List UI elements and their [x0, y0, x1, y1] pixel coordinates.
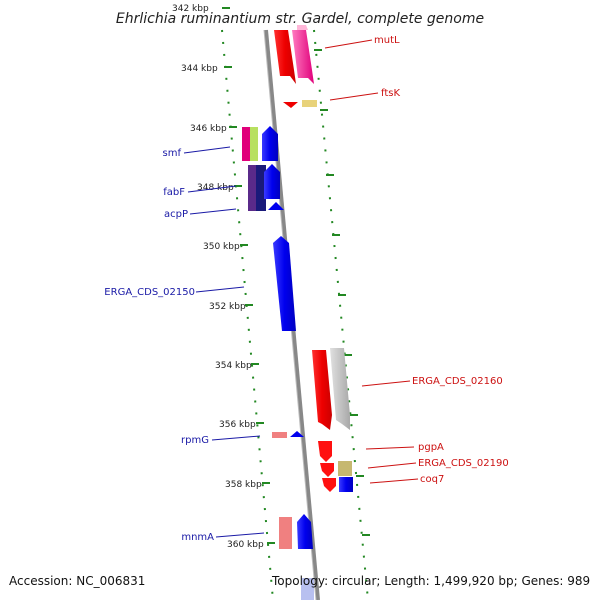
major-ticks [222, 7, 275, 544]
kbp-labels: 342 kbp 344 kbp 346 kbp 348 kbp 350 kbp … [172, 4, 264, 550]
feature-pgpA[interactable] [318, 441, 332, 462]
feature-acpP[interactable] [268, 202, 284, 210]
tick-label-344: 344 kbp [181, 64, 218, 74]
feature-mnmA-b[interactable] [279, 517, 292, 549]
feature-fabF[interactable] [256, 165, 266, 211]
topology-text: Topology: circular; Length: 1,499,920 bp… [272, 574, 591, 588]
reverse-strand-features [274, 25, 353, 549]
feature-rpmG-b[interactable] [290, 431, 304, 437]
gene-label-coq7[interactable]: coq7 [420, 474, 444, 485]
feature-coq7-a[interactable] [322, 478, 336, 492]
feature-ERGA_CDS_02150[interactable] [273, 236, 296, 331]
map-title: Ehrlichia ruminantium str. Gardel, compl… [116, 11, 484, 27]
callout-lines [183, 39, 419, 538]
feature-fabF-a[interactable] [248, 165, 256, 211]
feature-ftsK-a[interactable] [283, 102, 298, 108]
gene-label-pgpA[interactable]: pgpA [418, 442, 444, 453]
tick-label-350: 350 kbp [203, 242, 240, 252]
feature-ERGA_CDS_02160-a[interactable] [312, 350, 332, 430]
feature-smf-a[interactable] [242, 127, 250, 161]
tick-label-360: 360 kbp [227, 540, 264, 550]
feature-rpmG[interactable] [272, 432, 287, 438]
feature-mnmA[interactable] [297, 514, 313, 549]
tick-label-352: 352 kbp [209, 302, 246, 312]
feature-smf[interactable] [250, 127, 258, 161]
outer-ticks [314, 49, 370, 536]
feature-ERGA_CDS_02190-a[interactable] [320, 463, 334, 477]
tick-label-342: 342 kbp [172, 4, 209, 14]
gene-label-fabF[interactable]: fabF [163, 187, 185, 198]
gene-label-mutL[interactable]: mutL [374, 35, 400, 46]
forward-strand-features [242, 126, 314, 600]
inner-tick-track [221, 29, 274, 600]
feature-ftsK[interactable] [302, 100, 317, 107]
gene-label-acpP[interactable]: acpP [164, 209, 188, 220]
feature-bottom-partial [301, 578, 314, 600]
gene-label-ERGA_CDS_02190[interactable]: ERGA_CDS_02190 [418, 458, 509, 469]
accession-text: Accession: NC_006831 [9, 574, 146, 588]
feature-coq7[interactable] [339, 477, 353, 492]
feature-mutL[interactable] [292, 30, 314, 84]
feature-mutL-a[interactable] [274, 30, 296, 84]
feature-fabF-b[interactable] [264, 164, 280, 199]
gene-label-ERGA_CDS_02160[interactable]: ERGA_CDS_02160 [412, 376, 503, 387]
gene-label-smf[interactable]: smf [163, 148, 182, 159]
forward-labels: smf fabF acpP ERGA_CDS_02150 rpmG mnmA [104, 148, 214, 543]
tick-label-356: 356 kbp [219, 420, 256, 430]
tick-label-348: 348 kbp [197, 183, 234, 193]
gene-label-ftsK[interactable]: ftsK [381, 88, 400, 99]
gene-label-ERGA_CDS_02150[interactable]: ERGA_CDS_02150 [104, 287, 195, 298]
outer-tick-track [313, 29, 369, 600]
feature-smf-b[interactable] [262, 126, 278, 161]
reverse-labels: mutL ftsK ERGA_CDS_02160 pgpA ERGA_CDS_0… [374, 35, 509, 485]
gene-label-rpmG[interactable]: rpmG [181, 435, 209, 446]
tick-label-358: 358 kbp [225, 480, 262, 490]
tick-label-346: 346 kbp [190, 124, 227, 134]
feature-ERGA_CDS_02160[interactable] [330, 348, 350, 430]
feature-ERGA_CDS_02190[interactable] [338, 461, 352, 476]
gene-label-mnmA[interactable]: mnmA [181, 532, 214, 543]
tick-label-354: 354 kbp [215, 361, 252, 371]
feature-mutL-cap [297, 25, 308, 30]
